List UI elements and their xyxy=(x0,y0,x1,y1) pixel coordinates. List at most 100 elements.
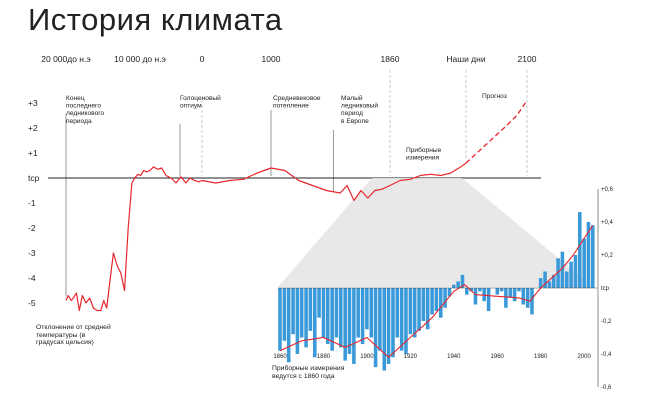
inset-bar xyxy=(452,284,456,288)
inset-bar xyxy=(565,271,569,288)
inset-bar xyxy=(373,288,378,368)
inset-bar xyxy=(586,222,591,288)
y-axis-label: -4 xyxy=(28,273,36,283)
inset-bar xyxy=(382,288,387,371)
inset-bar xyxy=(334,288,339,338)
inset-x-tick-label: 1880 xyxy=(317,354,331,360)
y-axis-caption: Отклонение от средней температуры (в гра… xyxy=(36,324,111,347)
inset-bar xyxy=(369,288,374,338)
temperature-curve xyxy=(65,162,467,312)
inset-bar xyxy=(439,288,443,318)
inset-bar xyxy=(478,288,482,292)
top-axis-label: 0 xyxy=(200,54,205,64)
inset-y-tick-label: +0,6 xyxy=(601,187,614,193)
inset-bar xyxy=(391,288,395,358)
inset-bar xyxy=(365,288,369,330)
annotation-line: периода xyxy=(66,118,92,125)
top-axis-label: 1860 xyxy=(381,54,400,64)
inset-bar xyxy=(538,278,543,288)
inset-bar xyxy=(278,288,282,351)
inset-bar xyxy=(504,288,508,308)
inset-bar xyxy=(326,288,330,345)
inset-x-tick-label: 1980 xyxy=(534,354,548,360)
annotation-line: измерения xyxy=(406,155,440,162)
inset-bar xyxy=(282,288,287,341)
inset-bar xyxy=(473,288,478,305)
inset-trend-line xyxy=(279,224,594,359)
inset-bar xyxy=(352,288,356,364)
inset-bar xyxy=(521,288,526,305)
inset-x-tick-label: 1960 xyxy=(491,354,505,360)
y-axis-label: -5 xyxy=(28,298,36,308)
y-axis-label: -3 xyxy=(28,248,36,258)
annotation-line: Средневековое xyxy=(273,95,321,102)
annotation-label: Голоценовый оптиум xyxy=(180,94,221,110)
inset-bar xyxy=(447,288,452,297)
top-axis-label: 2100 xyxy=(518,54,537,64)
inset-y-tick-label: -0,6 xyxy=(601,385,612,391)
inset-bar xyxy=(578,212,582,288)
inset-bar xyxy=(560,251,565,288)
annotations: Конец последнего ледникового периода Голоцен… xyxy=(66,93,507,162)
inset-bar xyxy=(495,288,500,295)
inset-bar xyxy=(313,288,317,358)
inset-bar xyxy=(573,255,578,288)
annotation-line: последнего xyxy=(66,103,101,110)
inset-x-tick-label: 1860 xyxy=(273,354,287,360)
inset-bar xyxy=(343,288,347,361)
annotation-line: Конец xyxy=(66,95,85,102)
inset-bar xyxy=(425,288,430,330)
inset-bar xyxy=(317,288,321,318)
inset-bar xyxy=(378,288,382,351)
inset-x-tick-label: 1900 xyxy=(360,354,374,360)
inset-bar xyxy=(356,288,360,338)
annotation-line: ледникового xyxy=(66,110,105,117)
inset-bar xyxy=(399,288,404,351)
inset-y-tick-label: +0,2 xyxy=(601,253,614,259)
inset-x-tick-label: 2000 xyxy=(577,354,591,360)
annotation-line: ледниковый xyxy=(341,102,378,110)
inset-bar xyxy=(469,288,473,292)
inset-bar xyxy=(339,288,343,348)
page-title: История климата xyxy=(28,2,283,37)
annotation-line: потепление xyxy=(273,103,309,110)
annotation-label: Приборные измерения xyxy=(406,146,442,162)
inset-bar xyxy=(525,288,530,308)
inset-bar xyxy=(395,288,400,338)
inset-y-tick-label: +0,4 xyxy=(601,220,614,226)
inset-bar xyxy=(434,288,439,312)
inset-bar xyxy=(456,281,460,288)
zoom-wedge xyxy=(278,178,593,287)
inset-bar xyxy=(417,288,421,331)
inset-bar xyxy=(508,288,513,298)
annotation-label: Малый ледниковый период в Европе xyxy=(341,94,378,125)
inset-x-tick-label: 1940 xyxy=(447,354,461,360)
inset-bar xyxy=(530,288,534,315)
inset-bar xyxy=(556,258,560,288)
inset-bar xyxy=(308,288,313,331)
inset-bar xyxy=(460,274,465,288)
y-axis-label: +2 xyxy=(28,123,38,133)
main-curve xyxy=(65,100,528,312)
annotation-line: период xyxy=(341,110,363,117)
inset-bar xyxy=(569,261,573,288)
inset-bar xyxy=(499,288,504,292)
annotation-line: Прогноз xyxy=(482,93,507,100)
top-axis-label: 1000 xyxy=(262,54,281,64)
inset-bar xyxy=(421,288,426,321)
inset-y-tick-label: tср xyxy=(601,286,610,292)
inset-bar xyxy=(547,281,552,288)
inset-bar xyxy=(360,288,365,345)
inset-bar xyxy=(582,238,586,288)
inset-bar xyxy=(512,288,517,302)
annotation-label: Конец последнего ледникового периода xyxy=(66,95,105,125)
top-axis-label: Наши дни xyxy=(446,54,485,64)
y-axis-label: +3 xyxy=(28,98,38,108)
inset-bar xyxy=(412,288,417,338)
annotation-line: Малый xyxy=(341,94,363,102)
annotation-label: Средневековое потепление xyxy=(273,95,321,110)
inset-y-tick-label: -0,2 xyxy=(601,319,612,325)
y-axis-label: tср xyxy=(28,173,40,183)
forecast-curve xyxy=(465,100,528,164)
